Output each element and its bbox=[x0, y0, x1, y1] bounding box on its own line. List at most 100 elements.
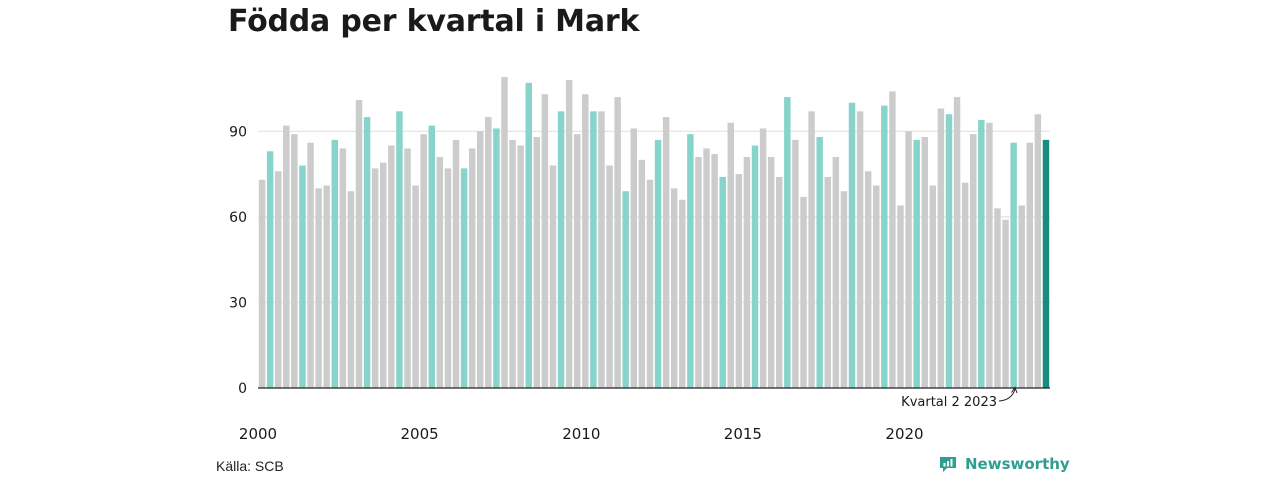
bar bbox=[679, 199, 686, 388]
bar bbox=[339, 148, 347, 388]
y-tick-label: 30 bbox=[229, 295, 247, 311]
bar bbox=[355, 99, 363, 389]
bar bbox=[573, 134, 581, 388]
bar bbox=[1034, 114, 1042, 388]
bar bbox=[428, 125, 435, 388]
bar bbox=[816, 137, 823, 388]
bar bbox=[832, 156, 840, 388]
bar bbox=[323, 185, 330, 388]
x-tick-label: 2020 bbox=[885, 425, 923, 443]
bar bbox=[525, 82, 532, 388]
bar bbox=[638, 159, 646, 388]
brand: Newsworthy bbox=[938, 454, 1070, 474]
bar bbox=[727, 122, 735, 388]
bar bbox=[751, 145, 759, 388]
x-tick-label: 2010 bbox=[562, 425, 600, 443]
annotation-label: Kvartal 2 2023 bbox=[901, 395, 997, 410]
bar bbox=[864, 171, 872, 388]
bar bbox=[509, 139, 516, 388]
bar bbox=[856, 111, 864, 388]
bar bbox=[388, 145, 395, 388]
x-tick-label: 2005 bbox=[401, 425, 439, 443]
bar bbox=[792, 139, 799, 388]
bar bbox=[274, 171, 282, 388]
bar bbox=[1010, 142, 1017, 388]
bar bbox=[1026, 142, 1034, 388]
bar bbox=[1018, 205, 1025, 388]
bar-chart: 0 30 60 90 2000 2005 2010 2015 2020 Kvartal 2 20… bbox=[229, 77, 1050, 443]
bars bbox=[258, 77, 1050, 389]
bar bbox=[646, 179, 654, 388]
bar bbox=[557, 111, 565, 388]
bar bbox=[468, 148, 476, 388]
bar bbox=[897, 205, 904, 388]
bar bbox=[436, 156, 444, 388]
bar bbox=[945, 114, 953, 388]
bar bbox=[969, 134, 977, 388]
bar bbox=[477, 131, 484, 389]
bar bbox=[800, 196, 807, 388]
annotation-arrow-head bbox=[1011, 386, 1018, 394]
bar bbox=[606, 165, 613, 388]
annotation: Kvartal 2 2023 bbox=[901, 386, 1018, 410]
bar bbox=[953, 97, 961, 388]
bar bbox=[307, 142, 314, 388]
bar bbox=[614, 97, 621, 388]
bar bbox=[881, 105, 888, 388]
bar bbox=[743, 156, 751, 388]
brand-name: Newsworthy bbox=[965, 455, 1070, 473]
bar bbox=[420, 134, 427, 388]
bar bbox=[889, 91, 896, 389]
bar bbox=[412, 185, 419, 388]
x-tick-label: 2015 bbox=[724, 425, 762, 443]
bar bbox=[590, 111, 597, 388]
bar bbox=[824, 176, 831, 388]
bar bbox=[929, 185, 937, 388]
bar bbox=[695, 156, 702, 388]
bar bbox=[784, 97, 791, 388]
bar bbox=[501, 77, 508, 389]
bar bbox=[291, 134, 298, 388]
bar bbox=[670, 188, 678, 388]
bar bbox=[848, 102, 856, 388]
bar bbox=[444, 168, 452, 388]
bar bbox=[630, 128, 638, 388]
bar bbox=[283, 125, 290, 388]
bar bbox=[654, 139, 662, 388]
y-tick-label: 90 bbox=[229, 124, 247, 140]
bar bbox=[905, 131, 912, 389]
bar bbox=[331, 139, 339, 388]
bar bbox=[549, 165, 557, 388]
bar bbox=[371, 168, 379, 388]
bar bbox=[299, 165, 306, 388]
bar bbox=[759, 128, 767, 388]
bar bbox=[363, 117, 371, 388]
annotation-arrow bbox=[998, 388, 1016, 402]
bar bbox=[873, 185, 880, 388]
bar bbox=[565, 79, 573, 388]
bar bbox=[347, 191, 355, 388]
bar bbox=[978, 119, 985, 389]
bar bbox=[776, 176, 783, 388]
axes: 0 30 60 90 2000 2005 2010 2015 2020 bbox=[229, 124, 1050, 443]
bar bbox=[937, 108, 945, 389]
bar bbox=[622, 191, 629, 388]
newsworthy-logo-icon bbox=[940, 457, 956, 472]
y-tick-label: 60 bbox=[229, 210, 247, 226]
bar bbox=[266, 151, 274, 388]
bar bbox=[687, 134, 694, 388]
bar bbox=[315, 188, 322, 388]
bar bbox=[703, 148, 710, 388]
y-tick-label: 0 bbox=[238, 381, 247, 397]
bar bbox=[404, 148, 411, 388]
bar bbox=[719, 176, 726, 388]
bar bbox=[961, 182, 969, 388]
bar bbox=[913, 139, 920, 388]
bar bbox=[380, 162, 387, 388]
source-text: Källa: SCB bbox=[216, 458, 284, 474]
bar bbox=[485, 117, 492, 388]
bar bbox=[840, 191, 848, 388]
bar bbox=[582, 94, 589, 388]
bar bbox=[735, 174, 743, 388]
bar bbox=[598, 111, 605, 388]
